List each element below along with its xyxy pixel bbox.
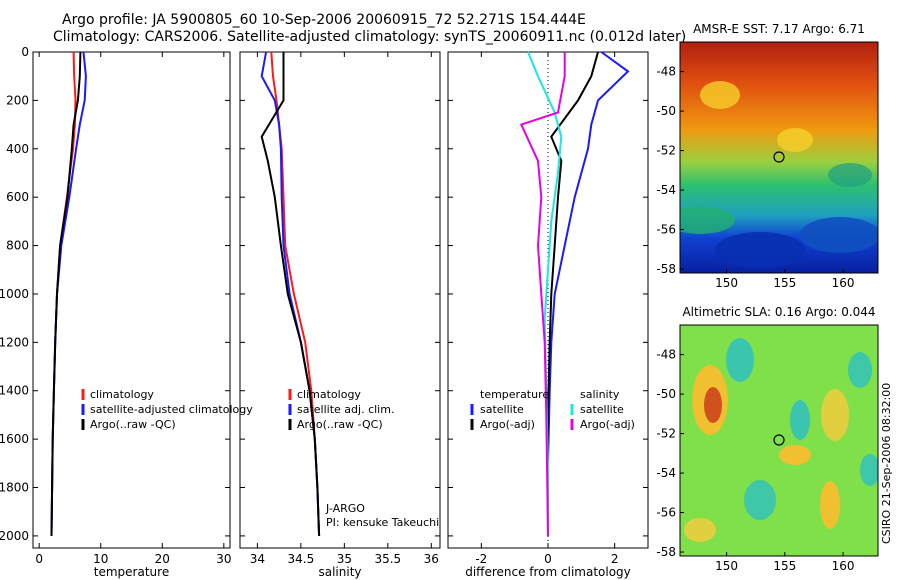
difference-series-0 bbox=[547, 51, 630, 536]
sla-map: Altimetric SLA: 0.16 Argo: 0.044 150 155 1… bbox=[656, 305, 879, 573]
legend-label: satellite-adjusted climatology bbox=[90, 403, 253, 416]
sst-map: AMSR-E SST: 7.17 Argo: 6.71 150 155 160 -48… bbox=[656, 22, 879, 290]
legend-label: satellite bbox=[580, 403, 624, 416]
legend-label: Argo(..raw -QC) bbox=[297, 418, 383, 431]
map-y-tick-label: -48 bbox=[656, 348, 676, 362]
y-tick-label: 1800 bbox=[0, 481, 29, 495]
y-tick-label: 400 bbox=[6, 142, 29, 156]
map-y-tick-label: -52 bbox=[656, 427, 676, 441]
y-tick-label: 0 bbox=[21, 45, 29, 59]
legend-label: climatology bbox=[90, 388, 154, 401]
x-tick-label: 36 bbox=[424, 552, 439, 566]
sst-map-title: AMSR-E SST: 7.17 Argo: 6.71 bbox=[693, 22, 865, 36]
salinity-panel: 34 34.5 35 35.5 36 salinity climatology satelli… bbox=[239, 51, 441, 579]
map-y-tick-label: -48 bbox=[656, 65, 676, 79]
y-tick-label: 800 bbox=[6, 239, 29, 253]
sla-map-title: Altimetric SLA: 0.16 Argo: 0.044 bbox=[682, 305, 875, 319]
x-tick-label: 34 bbox=[250, 552, 265, 566]
sst-map-frame bbox=[679, 41, 879, 274]
map-x-tick-label: 150 bbox=[715, 276, 738, 290]
x-tick-label: 0 bbox=[544, 552, 552, 566]
x-tick-label: 0 bbox=[35, 552, 43, 566]
legend-label: Argo(-adj) bbox=[480, 418, 535, 431]
y-tick-label: 1400 bbox=[0, 384, 29, 398]
y-tick-label: 1200 bbox=[0, 335, 29, 349]
sla-field bbox=[680, 325, 878, 556]
x-tick-label: 35.5 bbox=[374, 552, 401, 566]
sla-float-marker bbox=[773, 434, 785, 446]
y-tick-label: 600 bbox=[6, 190, 29, 204]
y-tick-label: 200 bbox=[6, 93, 29, 107]
x-tick-label: 2 bbox=[611, 552, 619, 566]
x-tick-label: 20 bbox=[155, 552, 170, 566]
legend-label: climatology bbox=[297, 388, 361, 401]
sla-map-frame bbox=[679, 324, 879, 557]
map-y-tick-label: -54 bbox=[656, 183, 676, 197]
figure-title-line2: Climatology: CARS2006. Satellite-adjuste… bbox=[53, 29, 687, 45]
y-tick-label: 1600 bbox=[0, 432, 29, 446]
difference-xlabel: difference from climatology bbox=[465, 565, 631, 579]
map-y-tick-label: -56 bbox=[656, 506, 676, 520]
temperature-series-2 bbox=[50, 51, 82, 536]
credit-text: CSIRO 21-Sep-2006 08:32:00 bbox=[880, 383, 893, 544]
difference-series-2 bbox=[527, 51, 563, 536]
map-x-tick-label: 160 bbox=[832, 559, 855, 573]
legend-label: Argo(-adj) bbox=[580, 418, 635, 431]
difference-series-3 bbox=[519, 52, 566, 536]
legend-label: satellite bbox=[480, 403, 524, 416]
map-y-tick-label: -52 bbox=[656, 144, 676, 158]
temperature-frame bbox=[32, 51, 231, 549]
map-x-tick-label: 150 bbox=[715, 559, 738, 573]
legend-label: Argo(..raw -QC) bbox=[90, 418, 176, 431]
map-y-tick-label: -56 bbox=[656, 223, 676, 237]
annotation-text: J-ARGO bbox=[325, 502, 365, 515]
map-y-tick-label: -58 bbox=[656, 545, 676, 559]
salinity-series-2 bbox=[260, 52, 321, 536]
x-tick-label: 10 bbox=[93, 552, 108, 566]
y-tick-label: 2000 bbox=[0, 529, 29, 543]
legend-label: satellite adj. clim. bbox=[297, 403, 394, 416]
temperature-panel: 0 10 20 30 temperature 0 200 400 600 800 1000 1200 1… bbox=[0, 45, 253, 579]
sst-float-marker bbox=[773, 151, 785, 163]
figure-title-line1: Argo profile: JA 5900805_60 10-Sep-2006 … bbox=[62, 12, 586, 28]
x-tick-label: 35 bbox=[337, 552, 352, 566]
y-tick-label: 1000 bbox=[0, 287, 29, 301]
map-y-tick-label: -58 bbox=[656, 262, 676, 276]
map-y-tick-label: -50 bbox=[656, 104, 676, 118]
legend-label: salinity bbox=[580, 388, 620, 401]
map-x-tick-label: 160 bbox=[832, 276, 855, 290]
map-x-tick-label: 155 bbox=[773, 276, 796, 290]
salinity-series-1 bbox=[260, 51, 321, 536]
map-y-tick-label: -54 bbox=[656, 466, 676, 480]
temperature-series-0 bbox=[50, 51, 77, 536]
salinity-frame bbox=[239, 51, 441, 549]
difference-series-1 bbox=[547, 51, 599, 536]
map-y-tick-label: -50 bbox=[656, 387, 676, 401]
temperature-xlabel: temperature bbox=[94, 565, 169, 579]
x-tick-label: 34.5 bbox=[288, 552, 315, 566]
sst-field bbox=[680, 42, 878, 273]
x-tick-label: -2 bbox=[475, 552, 487, 566]
salinity-xlabel: salinity bbox=[318, 565, 361, 579]
x-tick-label: 30 bbox=[216, 552, 231, 566]
annotation-text: PI: kensuke Takeuchi bbox=[326, 516, 439, 529]
map-x-tick-label: 155 bbox=[773, 559, 796, 573]
legend-label: temperature bbox=[480, 388, 549, 401]
